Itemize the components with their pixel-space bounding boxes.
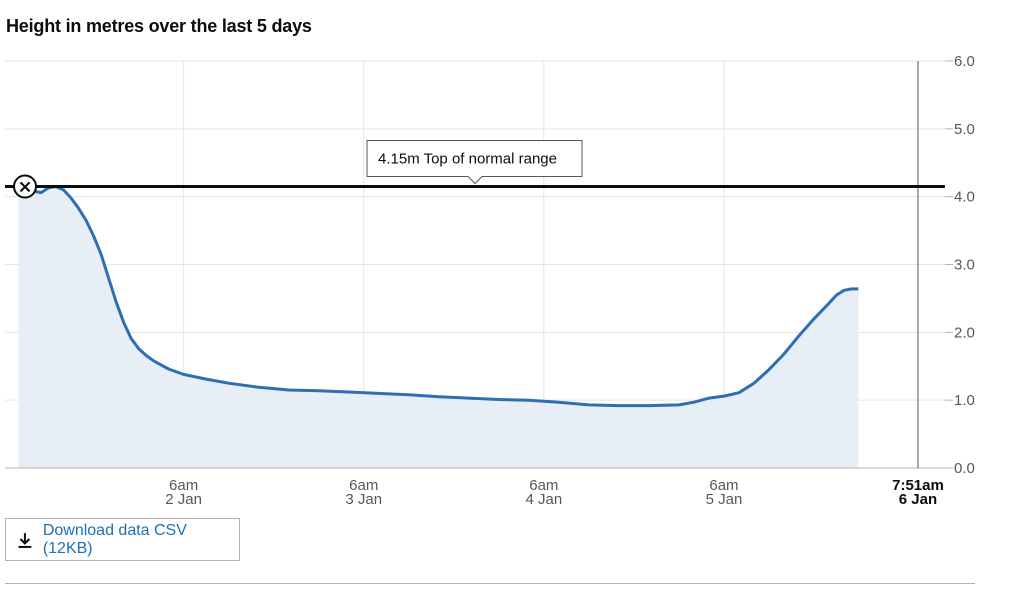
- chart-title: Height in metres over the last 5 days: [6, 16, 312, 36]
- section-divider: [5, 583, 975, 584]
- y-tick-label: 4.0: [954, 189, 975, 206]
- y-tick-labels: 0.0 1.0 2.0 3.0 4.0 5.0 6.0: [954, 53, 975, 477]
- series-area-fill: [18, 186, 859, 468]
- x-tick-time: 6am: [349, 477, 378, 494]
- x-tick-date: 4 Jan: [526, 491, 563, 508]
- threshold-close-button[interactable]: ×: [13, 174, 37, 199]
- x-tick-date: 5 Jan: [706, 491, 743, 508]
- y-tick-label: 6.0: [954, 53, 975, 70]
- y-tick-label: 1.0: [954, 392, 975, 409]
- x-tick-date: 2 Jan: [165, 491, 202, 508]
- x-tick-time: 6am: [169, 477, 198, 494]
- series-line: [18, 185, 859, 408]
- y-tick-label: 2.0: [954, 324, 975, 341]
- y-tick-label: 5.0: [954, 121, 975, 138]
- threshold-label: 4.15m Top of normal range: [378, 150, 557, 167]
- latest-date-label: 6 Jan: [899, 491, 937, 508]
- x-tick-time: 6am: [709, 477, 738, 494]
- download-csv-button[interactable]: Download data CSV (12KB): [5, 518, 240, 561]
- height-chart: 4.15m Top of normal range × 0.0 1.0 2.0 3.0…: [5, 53, 975, 508]
- close-glyph: ×: [17, 176, 32, 197]
- download-icon: [18, 532, 32, 548]
- x-tick-date: 3 Jan: [345, 491, 382, 508]
- threshold-tooltip-box: [366, 139, 583, 185]
- y-tick-label: 0.0: [954, 460, 975, 477]
- latest-time-label: 7:51am: [892, 477, 944, 494]
- y-tick-label: 3.0: [954, 257, 975, 274]
- threshold-tooltip: 4.15m Top of normal range: [366, 139, 583, 185]
- download-csv-label: Download data CSV (12KB): [42, 521, 187, 557]
- x-tick-time: 6am: [529, 477, 558, 494]
- close-icon[interactable]: [13, 174, 37, 199]
